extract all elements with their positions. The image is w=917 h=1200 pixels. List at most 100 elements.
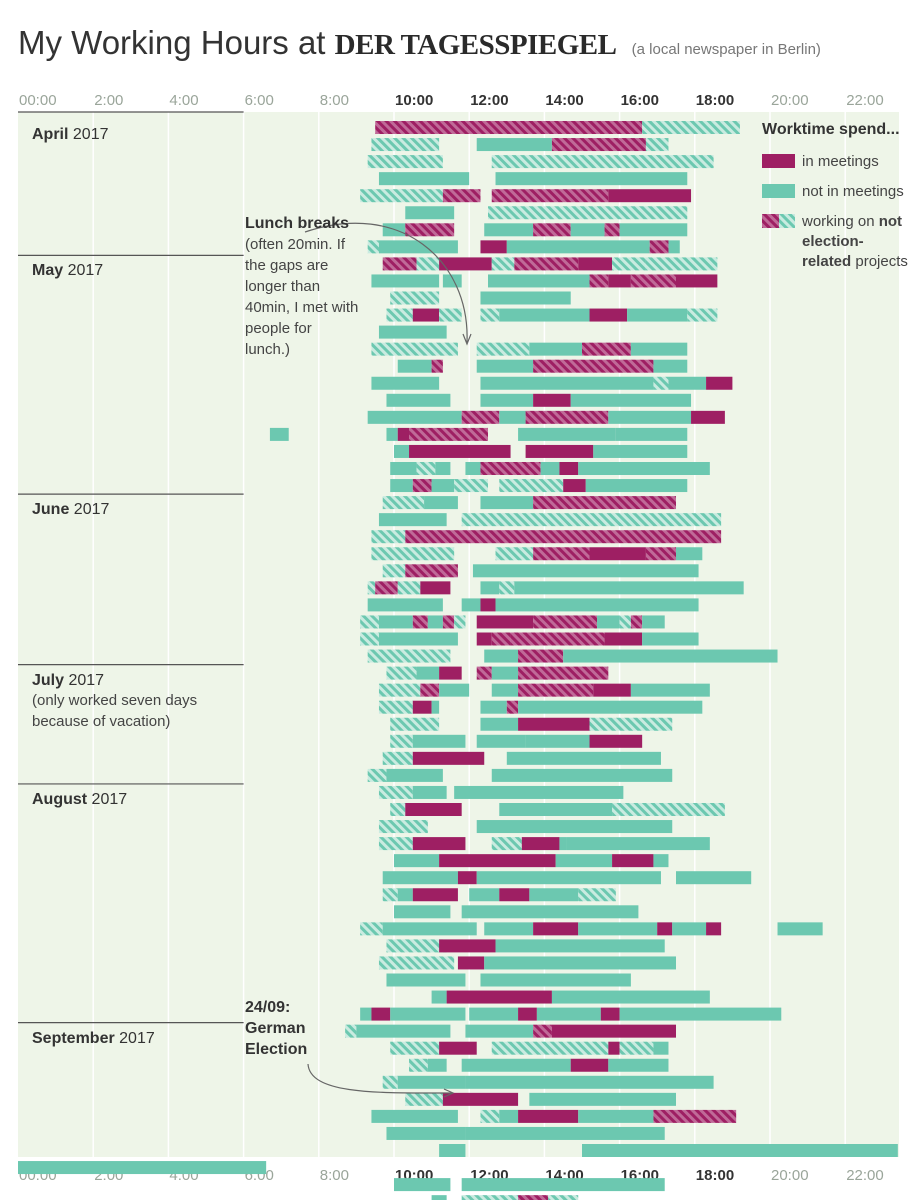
work-bar xyxy=(390,1041,440,1055)
work-bar xyxy=(548,1195,579,1200)
work-bar xyxy=(386,939,447,953)
meeting-bar xyxy=(397,427,410,441)
work-bar xyxy=(608,410,692,424)
meeting-bar xyxy=(645,547,676,561)
work-bar xyxy=(653,359,688,373)
meeting-bar xyxy=(551,138,646,152)
work-bar xyxy=(668,240,680,254)
work-bar xyxy=(465,1075,714,1089)
work-bar xyxy=(653,1041,669,1055)
meeting-bar xyxy=(604,223,620,237)
work-bar xyxy=(480,376,654,390)
meeting-bar xyxy=(518,1007,537,1021)
work-bar xyxy=(427,1058,447,1072)
work-bar xyxy=(619,1007,782,1021)
meeting-bar xyxy=(476,666,492,680)
work-bar xyxy=(615,427,688,441)
legend-label-other-bold: not election-related xyxy=(802,213,903,270)
work-bar xyxy=(427,615,443,629)
meeting-bar xyxy=(480,598,496,612)
legend-label-other-pre: working on xyxy=(802,213,879,230)
tick-label: 4:00 xyxy=(169,92,198,109)
lunch-annotation: Lunch breaks (often 20min. If the gaps a… xyxy=(245,213,360,360)
work-bar xyxy=(499,410,526,424)
lunch-annotation-title: Lunch breaks xyxy=(245,215,350,232)
work-bar xyxy=(612,803,725,816)
work-bar xyxy=(563,649,778,663)
work-bar xyxy=(499,803,613,816)
tick-label: 00:00 xyxy=(19,92,57,109)
work-bar xyxy=(687,308,718,322)
meeting-bar xyxy=(604,632,643,646)
legend-label-not-meetings: not in meetings xyxy=(802,183,904,200)
work-bar xyxy=(491,1041,609,1055)
meeting-bar xyxy=(521,837,560,851)
month-name: September xyxy=(32,1029,115,1047)
work-bar xyxy=(645,257,718,271)
work-bar xyxy=(386,666,417,680)
work-bar xyxy=(582,1144,898,1157)
work-bar xyxy=(439,1144,466,1157)
work-bar xyxy=(390,479,413,493)
meeting-bar xyxy=(412,751,485,765)
work-bar xyxy=(476,820,673,834)
meeting-bar xyxy=(676,274,718,288)
work-bar xyxy=(269,427,289,441)
meeting-bar xyxy=(593,683,631,697)
work-bar xyxy=(476,734,526,748)
work-bar xyxy=(378,700,413,714)
work-bar xyxy=(442,274,462,288)
work-bar xyxy=(367,649,451,663)
meeting-bar xyxy=(518,666,609,680)
work-bar xyxy=(454,479,488,493)
work-bar xyxy=(360,1007,372,1021)
work-bar xyxy=(382,496,425,510)
work-bar xyxy=(412,785,447,799)
work-bar xyxy=(386,393,451,407)
work-bar xyxy=(518,427,616,441)
work-bar xyxy=(469,1007,519,1021)
tick-label: 18:00 xyxy=(696,92,734,109)
work-bar xyxy=(593,444,688,458)
work-bar xyxy=(18,1161,267,1175)
meeting-bar xyxy=(518,717,590,731)
meeting-bar xyxy=(533,393,571,407)
work-bar xyxy=(424,496,458,510)
work-bar xyxy=(465,1126,665,1140)
work-bar xyxy=(461,1178,665,1192)
meeting-bar xyxy=(589,308,628,322)
tick-label: 8:00 xyxy=(320,92,349,109)
meeting-bar xyxy=(589,274,609,288)
meeting-bar xyxy=(499,888,530,902)
work-bar xyxy=(390,734,413,748)
meeting-bar xyxy=(630,615,643,629)
meeting-bar xyxy=(457,871,477,885)
meeting-bar xyxy=(533,496,676,510)
work-bar xyxy=(439,683,470,697)
work-bar xyxy=(495,547,534,561)
work-bar xyxy=(367,581,376,595)
work-bar xyxy=(619,223,688,237)
meeting-bar xyxy=(514,257,579,271)
meeting-bar xyxy=(653,1109,737,1123)
work-bar xyxy=(360,189,443,203)
meeting-bar xyxy=(375,581,398,595)
work-bar xyxy=(672,922,707,936)
meeting-bar xyxy=(431,359,443,373)
meeting-bar xyxy=(461,410,500,424)
work-bar xyxy=(386,768,443,782)
work-bar xyxy=(578,462,710,475)
work-bar xyxy=(566,837,710,851)
meeting-bar xyxy=(706,922,722,936)
month-year: 2017 xyxy=(63,262,104,280)
work-bar xyxy=(461,598,481,612)
meeting-bar xyxy=(533,223,571,237)
election-arrow xyxy=(307,1063,453,1094)
election-annotation-text: 24/09: German Election xyxy=(245,999,308,1058)
work-bar xyxy=(390,717,440,731)
work-bar xyxy=(371,1109,458,1123)
work-bar xyxy=(397,1075,466,1089)
work-bar xyxy=(480,973,631,987)
legend-label-meetings: in meetings xyxy=(802,153,879,170)
